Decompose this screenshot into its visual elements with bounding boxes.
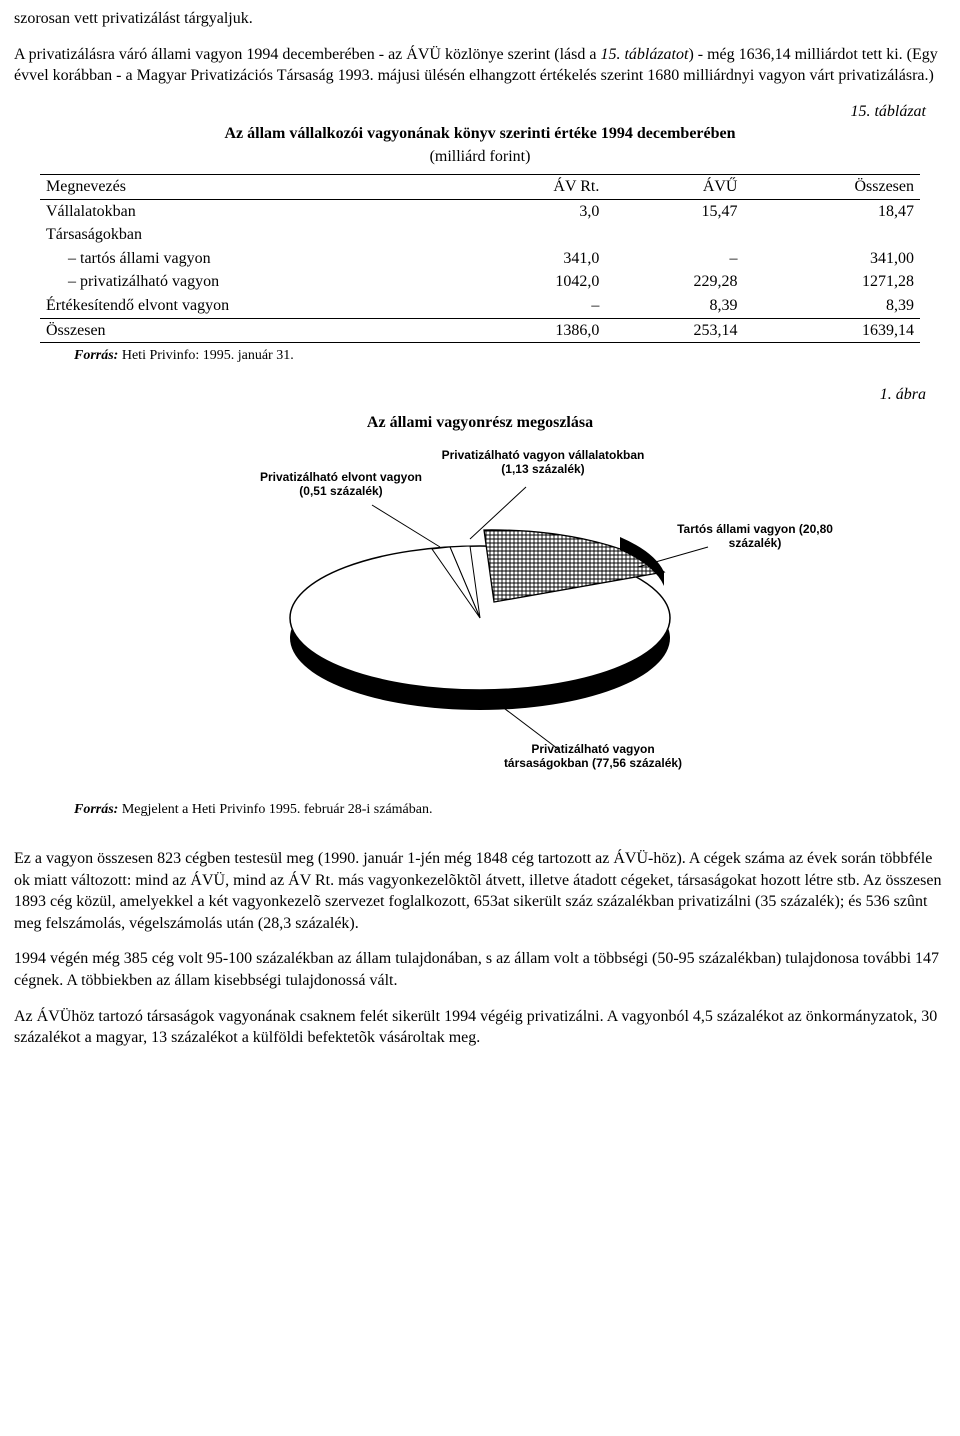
figure-label: 1. ábra	[14, 384, 926, 406]
table-row: Vállalatokban3,015,4718,47	[40, 199, 920, 223]
cell-name: – privatizálható vagyon	[40, 270, 462, 294]
cell-c2	[605, 223, 743, 247]
paragraph-3: Ez a vagyon összesen 823 cégben testesül…	[14, 848, 946, 934]
col-osszesen: Összesen	[743, 174, 920, 199]
cell-name: Értékesítendő elvont vagyon	[40, 294, 462, 318]
cell-c1	[462, 223, 605, 247]
table-row: Társaságokban	[40, 223, 920, 247]
cell-c2: 15,47	[605, 199, 743, 223]
callout-left: Privatizálható elvont vagyon (0,51 száza…	[246, 471, 436, 499]
figure-source-label: Forrás:	[74, 802, 118, 817]
table-row-total: Összesen1386,0253,141639,14	[40, 318, 920, 343]
cell-name: – tartós állami vagyon	[40, 247, 462, 271]
figure-source-text: Megjelent a Heti Privinfo 1995. február …	[118, 802, 432, 817]
paragraph-2: A privatizálásra váró állami vagyon 1994…	[14, 44, 946, 87]
paragraph-5: Az ÁVÜhöz tartozó társaságok vagyonának …	[14, 1006, 946, 1049]
data-table: Megnevezés ÁV Rt. ÁVŰ Összesen Vállalato…	[40, 174, 920, 343]
p2-italic: 15. táblázatot	[600, 46, 688, 63]
pie-svg	[40, 443, 920, 783]
cell-c2: 253,14	[605, 318, 743, 343]
paragraph-4: 1994 végén még 385 cég volt 95-100 száza…	[14, 948, 946, 991]
col-avrt: ÁV Rt.	[462, 174, 605, 199]
table-source-label: Forrás:	[74, 348, 118, 363]
cell-c1: –	[462, 294, 605, 318]
cell-c2: 229,28	[605, 270, 743, 294]
table-row: – privatizálható vagyon1042,0229,281271,…	[40, 270, 920, 294]
cell-c2: –	[605, 247, 743, 271]
table-source: Forrás: Heti Privinfo: 1995. január 31.	[74, 347, 946, 366]
table-row: Értékesítendő elvont vagyon–8,398,39	[40, 294, 920, 318]
cell-c1: 1042,0	[462, 270, 605, 294]
col-avu: ÁVŰ	[605, 174, 743, 199]
table-title: Az állam vállalkozói vagyonának könyv sz…	[14, 124, 946, 144]
callout-bottom: Privatizálható vagyon társaságokban (77,…	[498, 743, 688, 771]
col-megnevezes: Megnevezés	[40, 174, 462, 199]
paragraph-1: szorosan vett privatizálást tárgyaljuk.	[14, 8, 946, 30]
cell-c3: 8,39	[743, 294, 920, 318]
cell-name: Társaságokban	[40, 223, 462, 247]
figure-title: Az állami vagyonrész megoszlása	[14, 412, 946, 434]
callout-right: Tartós állami vagyon (20,80 százalék)	[670, 523, 840, 551]
pie-chart: Privatizálható elvont vagyon (0,51 száza…	[40, 443, 920, 783]
cell-c1: 3,0	[462, 199, 605, 223]
cell-name: Összesen	[40, 318, 462, 343]
p2-a: A privatizálásra váró állami vagyon 1994…	[14, 46, 600, 63]
cell-c3: 1271,28	[743, 270, 920, 294]
cell-c3: 341,00	[743, 247, 920, 271]
table-row: – tartós állami vagyon341,0–341,00	[40, 247, 920, 271]
cell-c3: 1639,14	[743, 318, 920, 343]
cell-c3	[743, 223, 920, 247]
cell-c1: 341,0	[462, 247, 605, 271]
callout-top: Privatizálható vagyon vállalatokban (1,1…	[438, 449, 648, 477]
cell-c2: 8,39	[605, 294, 743, 318]
table-source-text: Heti Privinfo: 1995. január 31.	[118, 348, 293, 363]
cell-c1: 1386,0	[462, 318, 605, 343]
table-subtitle: (milliárd forint)	[14, 146, 946, 168]
cell-name: Vállalatokban	[40, 199, 462, 223]
table-label: 15. táblázat	[14, 101, 926, 123]
cell-c3: 18,47	[743, 199, 920, 223]
figure-source: Forrás: Megjelent a Heti Privinfo 1995. …	[74, 801, 946, 820]
